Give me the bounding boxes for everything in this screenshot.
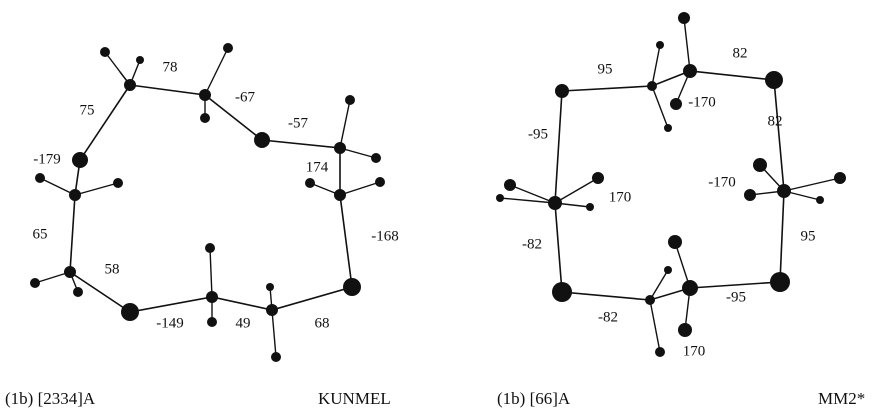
torsion-label: 65 [33, 226, 48, 242]
torsion-label: -57 [288, 115, 308, 131]
torsion-label: 68 [315, 315, 330, 331]
caption-source: KUNMEL [318, 389, 391, 408]
torsion-label: -149 [156, 315, 184, 331]
torsion-label: 78 [163, 59, 178, 75]
torsion-label: 82 [733, 45, 748, 61]
torsion-label: 95 [598, 61, 613, 77]
torsion-label: 82 [768, 113, 783, 129]
torsion-label: -82 [598, 309, 618, 325]
diagram: 78 -67 75 -57 -179 174 -168 65 58 -149 4… [0, 0, 881, 414]
torsion-label: -170 [688, 94, 716, 110]
caption: (1b) [66]A [497, 389, 571, 408]
torsion-label: 174 [306, 159, 329, 175]
caption: (1b) [2334]A [5, 389, 96, 408]
torsion-label: 170 [683, 343, 706, 359]
torsion-label: -179 [33, 151, 61, 167]
torsion-label: -95 [528, 126, 548, 142]
torsion-label: -170 [708, 174, 736, 190]
torsion-label: -95 [726, 289, 746, 305]
torsion-label: 95 [801, 228, 816, 244]
torsion-label: 75 [80, 102, 95, 118]
molecule-right [496, 12, 846, 357]
torsion-label: -82 [522, 236, 542, 252]
torsion-label: 49 [236, 315, 251, 331]
molecule-left [30, 43, 385, 362]
torsion-label: -168 [371, 228, 399, 244]
torsion-label: -67 [235, 89, 255, 105]
torsion-label: 58 [105, 261, 120, 277]
torsion-label: 170 [609, 189, 632, 205]
caption-source: MM2* [818, 389, 865, 408]
